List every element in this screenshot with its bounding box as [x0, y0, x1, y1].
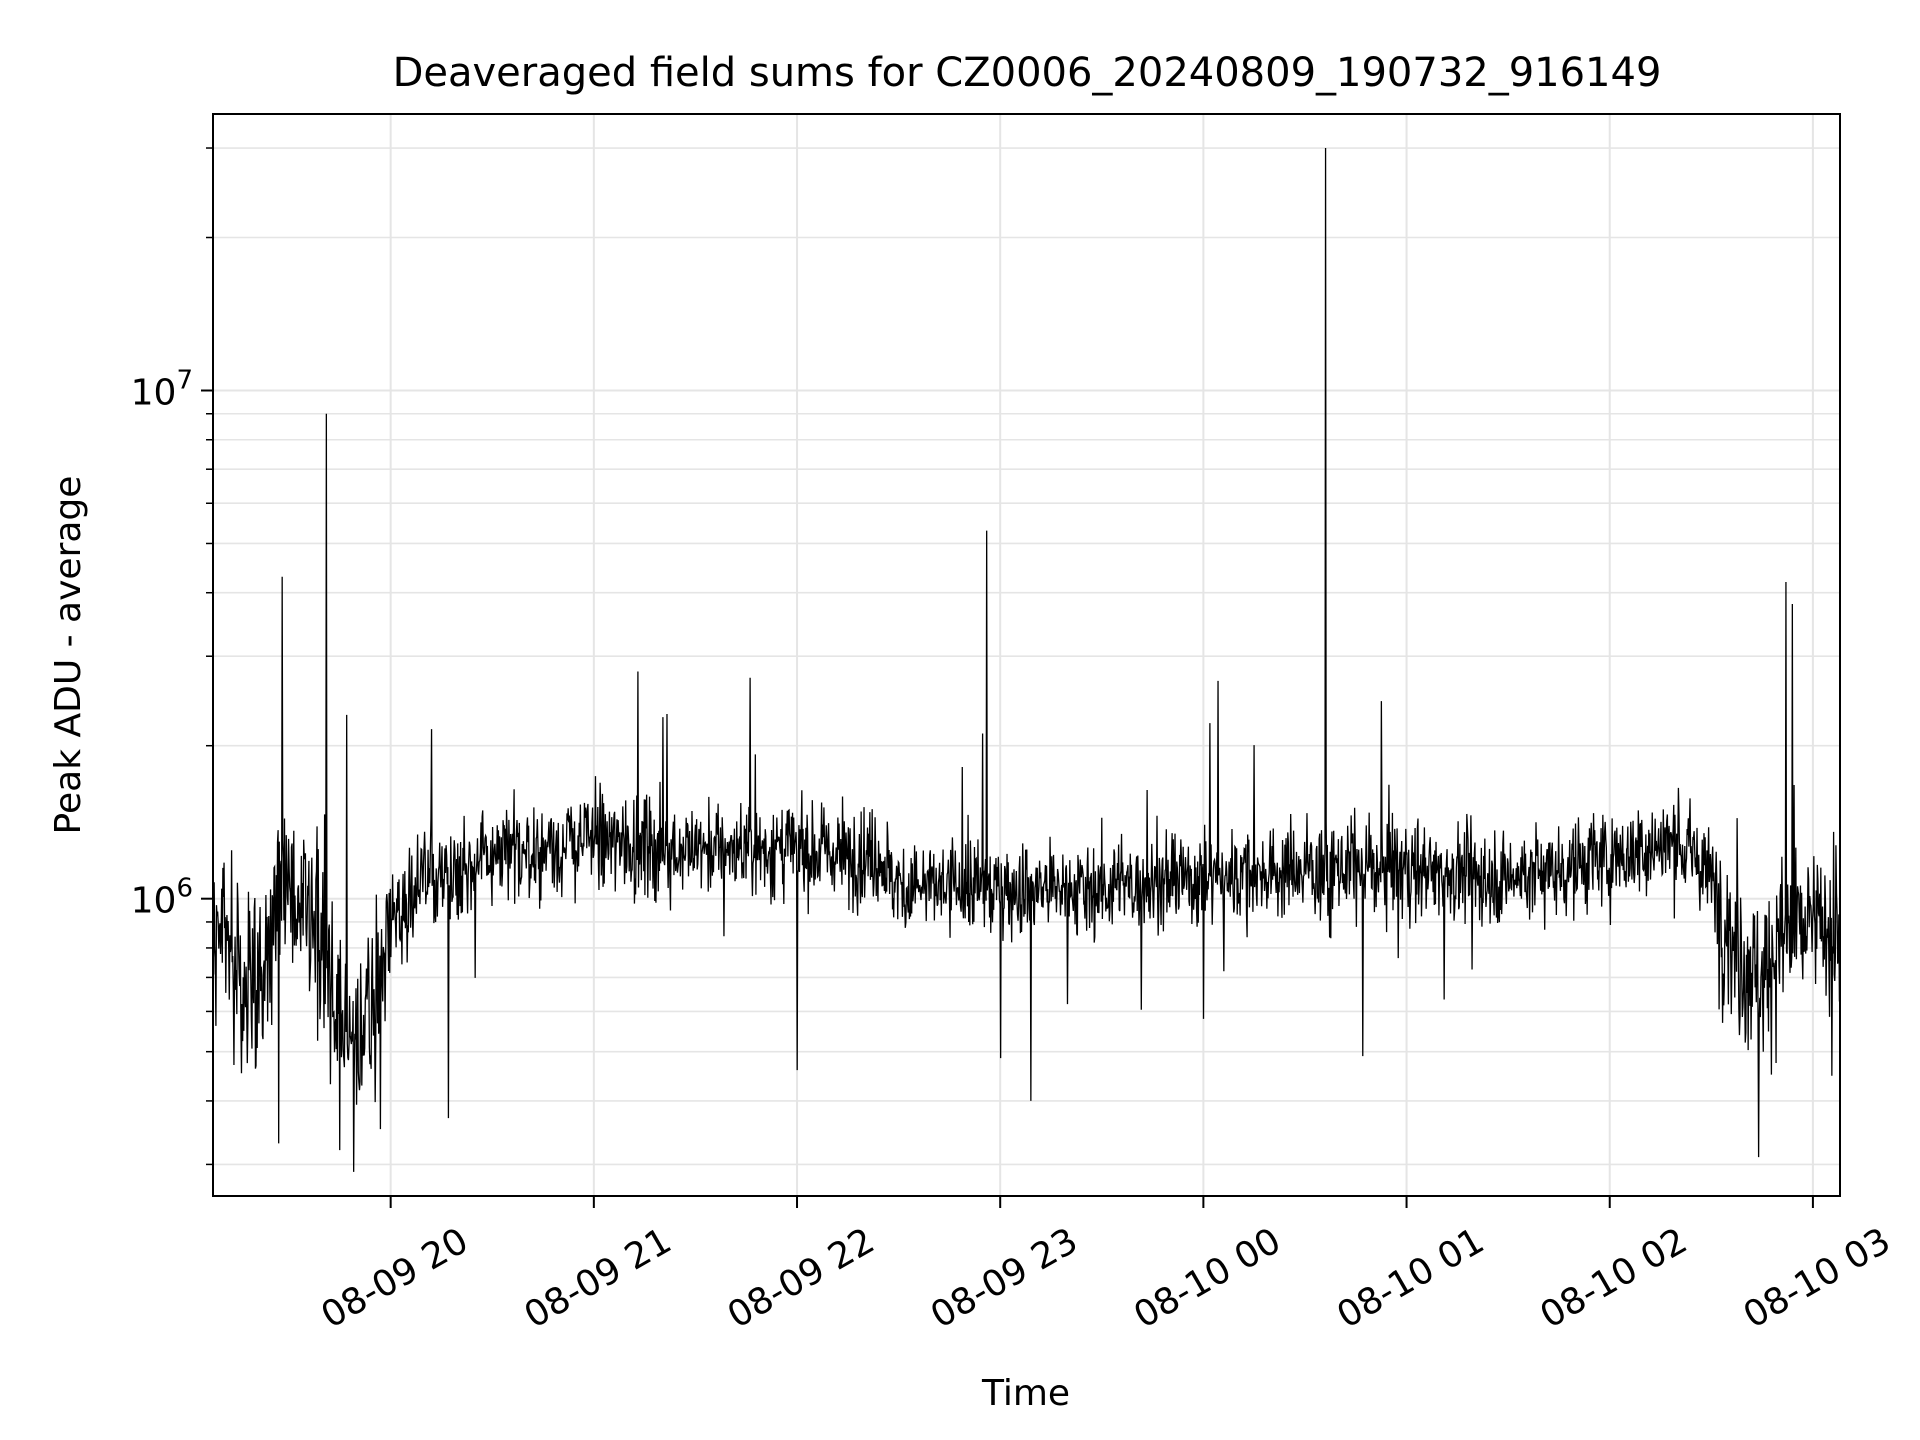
y-tick-label: 107	[131, 365, 193, 413]
chart-title: Deaveraged field sums for CZ0006_2024080…	[393, 50, 1662, 96]
x-axis-label: Time	[981, 1373, 1070, 1414]
y-axis-label: Peak ADU - average	[48, 476, 89, 835]
y-axis: 106 107	[131, 147, 213, 1166]
plot-area	[212, 148, 1841, 1172]
y-tick-label: 106	[131, 874, 193, 922]
series-line	[212, 148, 1841, 1172]
plot-frame	[212, 113, 1841, 1197]
